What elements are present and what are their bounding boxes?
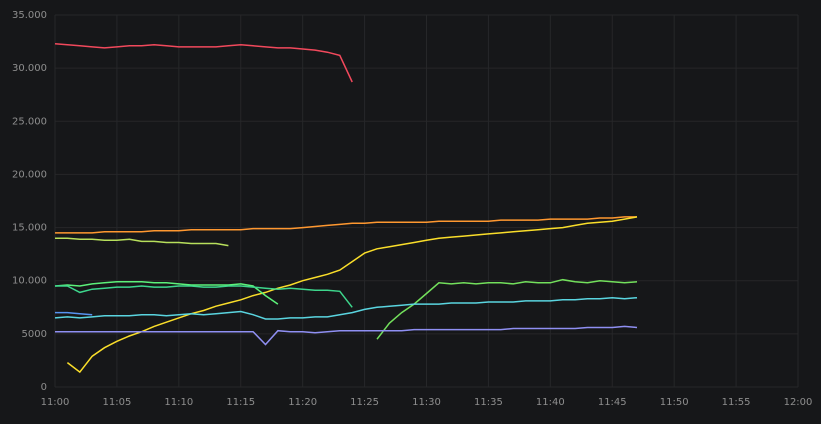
- x-tick-label: 11:35: [474, 397, 503, 408]
- series-line: [55, 325, 638, 346]
- series-line: [54, 42, 353, 83]
- series-line: [376, 278, 638, 340]
- y-tick-label: 0: [41, 382, 47, 393]
- series-line: [55, 285, 353, 308]
- y-tick-label: 15.000: [12, 223, 47, 234]
- x-tick-label: 11:25: [350, 397, 379, 408]
- series-line: [55, 237, 229, 247]
- series-line: [66, 216, 638, 374]
- x-tick-label: 11:50: [660, 397, 689, 408]
- x-tick-label: 11:40: [536, 397, 565, 408]
- y-tick-label: 20.000: [12, 169, 47, 180]
- x-tick-label: 11:15: [226, 397, 255, 408]
- x-tick-label: 11:45: [598, 397, 627, 408]
- x-tick-label: 11:55: [722, 397, 751, 408]
- x-tick-label: 11:30: [412, 397, 441, 408]
- x-tick-label: 11:00: [41, 397, 70, 408]
- series-line: [55, 216, 637, 234]
- series-line: [54, 296, 638, 320]
- y-tick-label: 30.000: [12, 63, 47, 74]
- y-tick-label: 10.000: [12, 276, 47, 287]
- series-line: [55, 311, 93, 316]
- x-tick-label: 12:00: [784, 397, 813, 408]
- x-tick-label: 11:05: [103, 397, 132, 408]
- x-tick-label: 11:10: [164, 397, 193, 408]
- x-tick-label: 11:20: [288, 397, 317, 408]
- y-tick-label: 25.000: [12, 116, 47, 127]
- y-tick-label: 35.000: [12, 10, 47, 21]
- y-tick-label: 5000: [22, 329, 47, 340]
- series-line: [54, 281, 279, 305]
